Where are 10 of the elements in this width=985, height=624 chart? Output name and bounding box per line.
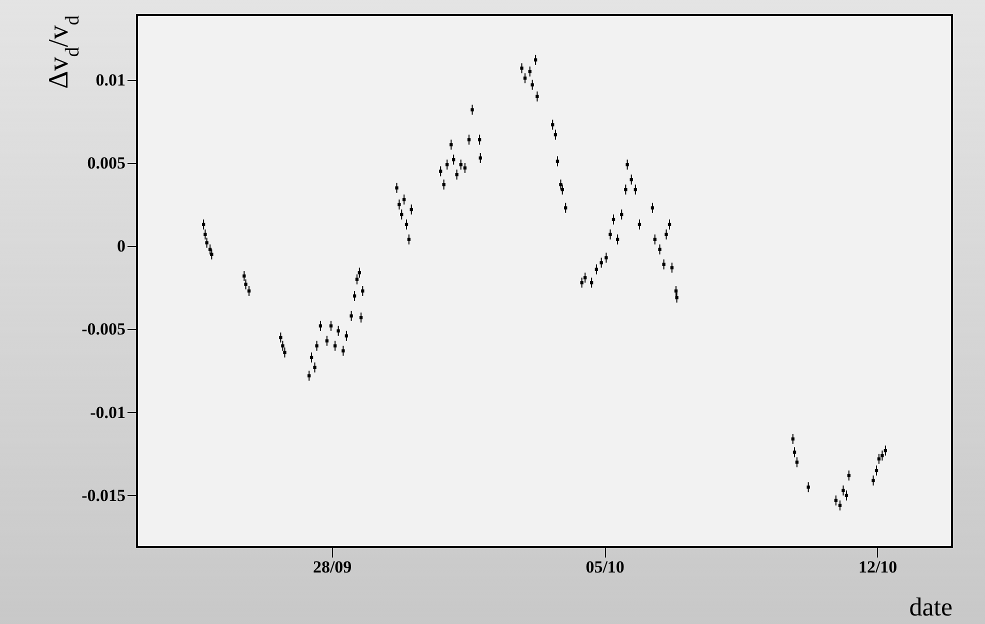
y-tick-label: -0.015: [82, 486, 126, 505]
x-tick-label: 28/09: [312, 558, 352, 576]
y-tick-label: 0: [117, 236, 126, 256]
y-tick-label: 0.01: [96, 70, 126, 90]
y-tick-label: -0.005: [82, 320, 126, 339]
x-axis-title: date: [909, 592, 952, 622]
y-tick-label: -0.01: [90, 402, 126, 422]
y-tick-label: 0.005: [87, 153, 126, 172]
x-tick-label: 05/10: [586, 558, 624, 576]
x-tick-label: 12/10: [858, 558, 898, 576]
